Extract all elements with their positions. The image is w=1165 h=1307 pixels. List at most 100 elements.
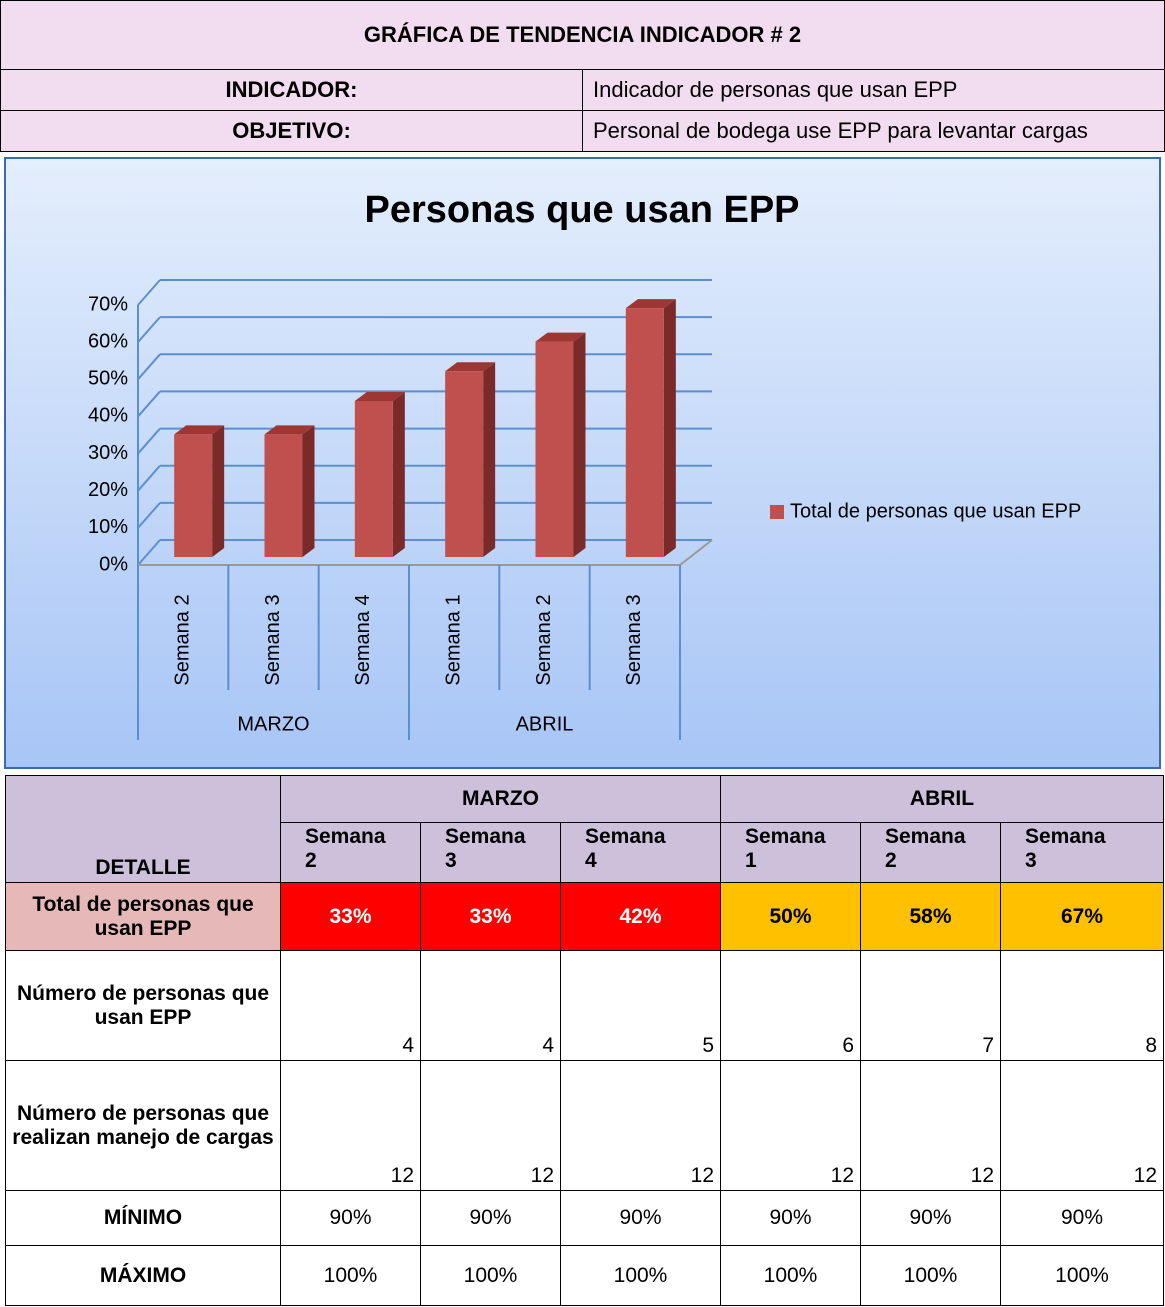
legend-swatch [770, 505, 784, 519]
corner-cell: DETALLE [5, 775, 281, 883]
table-cell-text: 58% [909, 904, 952, 928]
table-cell-text: 42% [619, 904, 662, 928]
row-label-text: Número de personas que realizan manejo d… [12, 1101, 274, 1149]
table-cell-text: 90% [769, 1206, 812, 1229]
table-cell: 100% [720, 1245, 861, 1306]
table-cell-text: 100% [463, 1263, 518, 1287]
bar-side [483, 362, 496, 557]
group-label: ABRIL [516, 713, 574, 735]
row-label: MÁXIMO [5, 1245, 281, 1306]
bar-top [445, 362, 496, 372]
corner-cell-text: DETALLE [95, 856, 191, 879]
table-cell: 90% [280, 1190, 421, 1246]
table-cell: 4 [280, 950, 421, 1061]
bar-side [302, 425, 315, 557]
table-cell: 6 [720, 950, 861, 1061]
table-cell: 90% [860, 1190, 1001, 1246]
group-header-text: ABRIL [909, 787, 975, 810]
side-grid-line [137, 316, 161, 343]
x-tick-label: Semana 2 [533, 594, 555, 685]
table-cell: 67% [999, 882, 1165, 951]
table-cell-text: 50% [769, 904, 812, 928]
row-label-text: Número de personas que usan EPP [16, 981, 270, 1029]
column-header: Semana 2 [860, 822, 1001, 883]
table-row: MÍNIMO 90% 90% 90% 90% 90% 90% [5, 1190, 1165, 1246]
chart-title: Personas que usan EPP [364, 189, 799, 231]
table-cell: 5 [560, 950, 721, 1061]
table-cell: 42% [560, 882, 721, 951]
group-header-text: MARZO [462, 787, 539, 810]
row-label: MÍNIMO [5, 1190, 281, 1246]
table-cell: 33% [420, 882, 561, 951]
y-tick-label: 50% [88, 368, 128, 390]
header: GRÁFICA DE TENDENCIA INDICADOR # 2 INDIC… [0, 0, 1165, 152]
bar-top [264, 425, 315, 435]
table-cell-text: 100% [1055, 1263, 1109, 1287]
bar [535, 341, 574, 557]
column-header-text: Semana 4 [585, 825, 666, 872]
table-cell: 90% [720, 1190, 861, 1246]
x-tick-label: Semana 4 [352, 594, 374, 685]
chart: Personas que usan EPP 0% 10% 20% 30% 40% 50% 6… [4, 157, 1161, 769]
table-row: Número de personas que usan EPP 4 4 5 6 7 8 [5, 950, 1165, 1061]
table-cell-text: 12 [530, 1164, 554, 1187]
table-cell-text: 12 [830, 1164, 854, 1187]
table-cell-text: 100% [323, 1263, 378, 1287]
table-cell: 4 [420, 950, 561, 1061]
column-header-text: Semana 3 [1025, 825, 1106, 872]
table-cell: 12 [860, 1060, 1001, 1191]
table-cell: 12 [560, 1060, 721, 1191]
table-cell-text: 4 [542, 1034, 554, 1057]
header-title: GRÁFICA DE TENDENCIA INDICADOR # 2 [0, 0, 1165, 70]
bar-side [392, 392, 405, 557]
y-tick-label: 60% [88, 330, 128, 352]
table-cell-text: 7 [982, 1034, 994, 1057]
row-label: OBJETIVO: [0, 110, 583, 152]
table-row: Semana 2 Semana 3 Semana 4 Semana 1 Semana 2… [6, 822, 1165, 883]
table-cell: 58% [860, 882, 1001, 951]
table-row: MÁXIMO 100% 100% 100% 100% 100% 100% [5, 1245, 1165, 1306]
table-cell: 90% [420, 1190, 561, 1246]
table-cell: 12 [280, 1060, 421, 1191]
row-label: INDICADOR: [0, 69, 583, 111]
table-cell: 33% [280, 882, 421, 951]
y-tick-label: 10% [88, 516, 128, 538]
column-header: Semana 3 [420, 822, 561, 883]
table-cell-text: 5 [702, 1034, 714, 1057]
side-grid-line [137, 502, 161, 529]
table-cell: 100% [420, 1245, 561, 1306]
table-cell: 100% [280, 1245, 421, 1306]
table-cell: 100% [999, 1245, 1165, 1306]
table-cell: 50% [720, 882, 861, 951]
bar [264, 434, 303, 557]
table-cell: 90% [999, 1190, 1165, 1246]
table-cell-text: 90% [1060, 1206, 1104, 1229]
table-cell-text: 12 [970, 1164, 994, 1187]
side-grid-line [137, 427, 161, 455]
side-grid-line [137, 465, 161, 492]
table-cell-text: 100% [763, 1263, 818, 1287]
table-row: DETALLE MARZO ABRIL [5, 775, 1165, 883]
y-tick-label: 30% [88, 442, 128, 464]
x-tick-label: Semana 2 [171, 594, 193, 685]
y-tick-label: 40% [88, 405, 128, 427]
side-grid-line [137, 353, 161, 380]
table-cell-text: 33% [329, 904, 372, 928]
bar-side [573, 332, 586, 557]
row-label: Número de personas que realizan manejo d… [5, 1060, 281, 1191]
bar [625, 308, 664, 557]
column-header: Semana 4 [560, 822, 721, 883]
table-cell-text: 90% [909, 1206, 952, 1229]
table-cell: 12 [999, 1060, 1165, 1191]
group-header: MARZO [280, 775, 721, 823]
bar [174, 434, 213, 557]
table-cell: 12 [720, 1060, 861, 1191]
bar-top [354, 392, 405, 401]
table-cell-text: 67% [1060, 904, 1104, 928]
bar [354, 401, 393, 557]
table-cell-text: 4 [402, 1034, 414, 1057]
x-tick-label: Semana 3 [623, 594, 645, 685]
column-header-text: Semana 1 [745, 825, 826, 872]
column-header: Semana 1 [720, 822, 861, 883]
